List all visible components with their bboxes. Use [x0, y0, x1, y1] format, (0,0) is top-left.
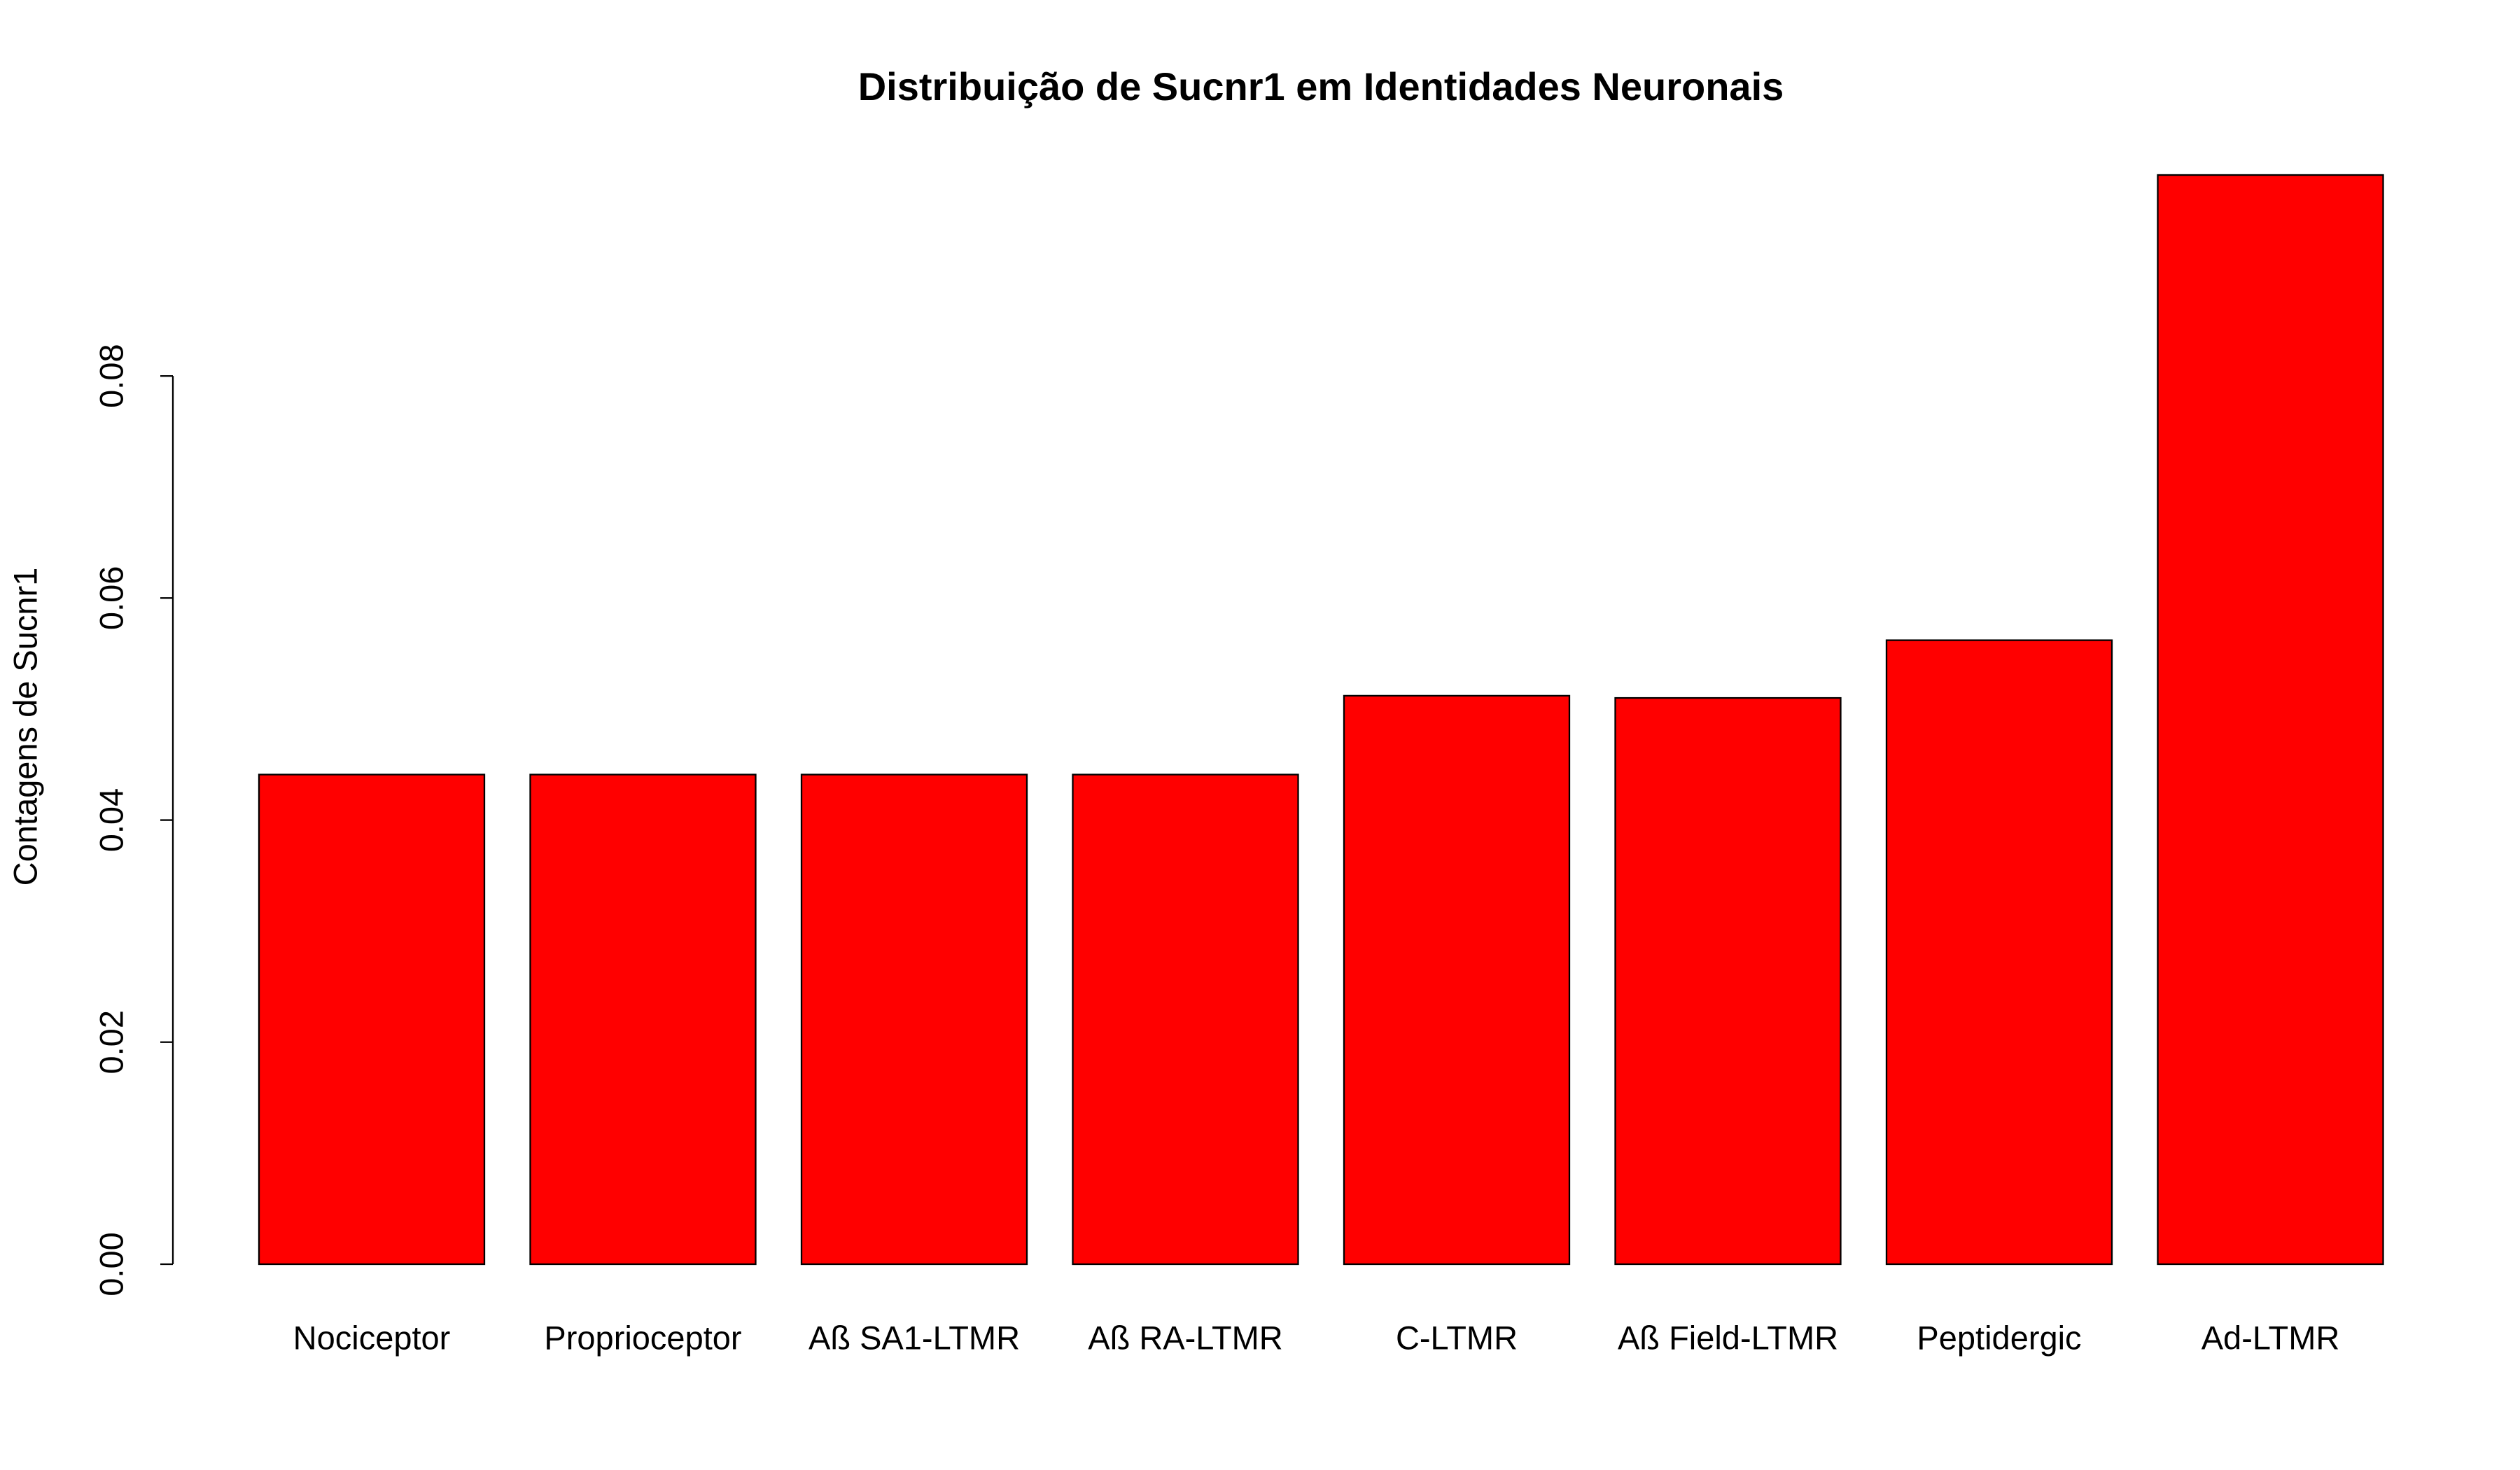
- x-tick-label: Aß Field-LTMR: [1618, 1319, 1838, 1356]
- y-tick-label: 0.06: [92, 566, 130, 630]
- bar: [2157, 174, 2384, 1266]
- y-tick-label: 0.04: [92, 788, 130, 852]
- bar: [1614, 696, 1842, 1266]
- x-tick-label: Peptidergic: [1917, 1319, 2081, 1356]
- x-tick-label: Aß SA1-LTMR: [808, 1319, 1020, 1356]
- y-tick-label: 0.08: [92, 344, 130, 407]
- bar: [529, 774, 757, 1266]
- x-tick-label: Nociceptor: [293, 1319, 451, 1356]
- y-tick-label: 0.02: [92, 1010, 130, 1074]
- bar: [1343, 694, 1571, 1266]
- x-tick-label: C-LTMR: [1396, 1319, 1518, 1356]
- bar: [258, 774, 486, 1266]
- x-tick-label: Aß RA-LTMR: [1088, 1319, 1283, 1356]
- chart-title: Distribuição de Sucnr1 em Identidades Ne…: [858, 64, 1784, 108]
- bar: [800, 774, 1028, 1266]
- x-tick-label: Proprioceptor: [544, 1319, 741, 1356]
- y-axis-label: Contagens de Sucnr1: [6, 568, 43, 886]
- bar: [1072, 774, 1299, 1266]
- bar: [1885, 639, 2113, 1266]
- x-tick-label: Ad-LTMR: [2202, 1319, 2340, 1356]
- y-tick-label: 0.00: [92, 1232, 130, 1296]
